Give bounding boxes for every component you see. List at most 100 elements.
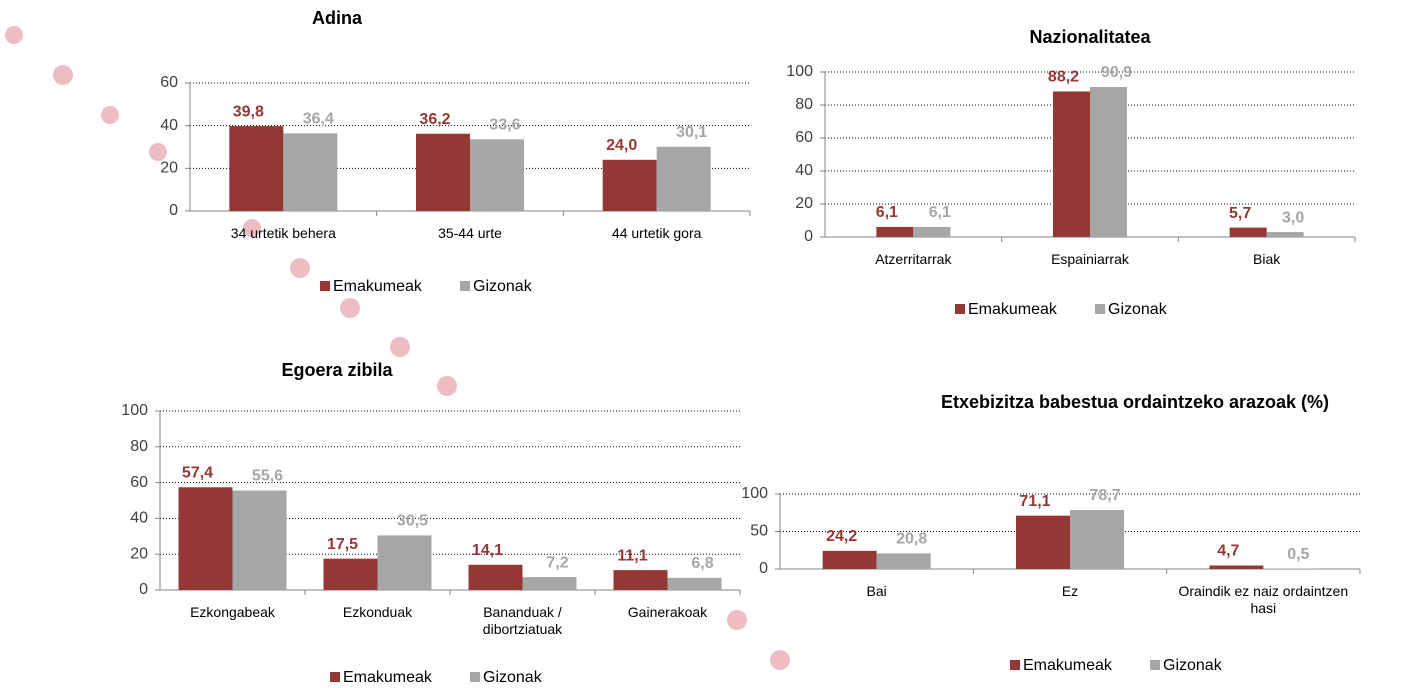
x-tick-label: Ezkonduak	[309, 604, 446, 621]
legend-label: Emakumeak	[1023, 657, 1113, 674]
data-label: 24,2	[826, 528, 857, 545]
page: 0 20 40 60 39,8 36,2 24,0 36,4 33,6 30,1 Emakumeak…	[0, 0, 1403, 688]
bar	[668, 578, 722, 590]
bar	[823, 551, 877, 569]
chart-title: Adina	[187, 4, 487, 32]
bar	[1016, 516, 1070, 569]
legend-swatch	[1150, 660, 1160, 670]
legend-label: Emakumeak	[333, 278, 423, 295]
bar	[1053, 91, 1090, 237]
bar	[614, 570, 668, 590]
x-tick-label: Biak	[1182, 251, 1351, 268]
bar	[179, 487, 233, 590]
bar	[877, 553, 931, 569]
x-tick-label: Oraindik ez naiz ordaintzen hasi	[1171, 583, 1356, 617]
y-tick-label: 100	[741, 485, 768, 502]
data-label: 17,5	[327, 536, 358, 553]
data-label: 11,1	[617, 547, 647, 564]
legend-swatch	[955, 304, 965, 314]
legend-label: Emakumeak	[343, 669, 433, 686]
bar	[603, 160, 657, 211]
bar	[1090, 87, 1127, 237]
bar	[1209, 565, 1263, 569]
data-label: 7,2	[546, 554, 568, 571]
y-tick-label: 40	[160, 117, 178, 134]
bar	[233, 490, 287, 590]
data-label: 55,6	[252, 468, 283, 485]
data-label: 14,1	[472, 542, 503, 559]
data-label: 39,8	[233, 103, 264, 120]
data-label: 36,2	[419, 111, 450, 128]
y-tick-label: 40	[795, 162, 813, 179]
x-tick-label: Ezkongabeak	[164, 604, 301, 621]
data-label: 33,6	[489, 117, 520, 134]
bar	[1230, 228, 1267, 237]
x-tick-label: Bananduak / dibortziatuak	[454, 604, 591, 638]
data-label: 30,5	[397, 513, 428, 530]
legend-swatch	[460, 281, 470, 291]
bar	[416, 134, 470, 211]
legend-label: Gizonak	[1163, 657, 1223, 674]
y-tick-label: 20	[160, 160, 178, 177]
y-tick-label: 80	[130, 438, 148, 455]
y-tick-label: 0	[759, 560, 768, 577]
data-label: 78,7	[1089, 487, 1120, 504]
data-label: 90,9	[1101, 64, 1132, 81]
legend-swatch	[470, 672, 480, 682]
bar	[876, 227, 913, 237]
legend-swatch	[320, 281, 330, 291]
y-tick-label: 100	[121, 402, 148, 419]
bar	[657, 147, 711, 211]
data-label: 6,1	[876, 204, 898, 221]
bar	[283, 133, 337, 211]
x-tick-label: Ez	[977, 583, 1162, 600]
x-tick-label: Atzerritarrak	[829, 251, 998, 268]
y-tick-label: 60	[160, 74, 178, 91]
data-label: 36,4	[303, 111, 334, 128]
y-tick-label: 50	[750, 523, 768, 540]
bar	[470, 139, 524, 211]
data-label: 4,7	[1217, 543, 1239, 560]
x-tick-label: 34 urtetik behera	[194, 225, 373, 242]
legend-label: Gizonak	[1108, 301, 1168, 318]
data-label: 88,2	[1048, 69, 1079, 86]
data-label: 20,8	[896, 531, 927, 548]
legend-label: Gizonak	[473, 278, 533, 295]
legend-swatch	[1095, 304, 1105, 314]
y-tick-label: 0	[139, 581, 148, 598]
bar	[229, 126, 283, 211]
y-tick-label: 40	[130, 510, 148, 527]
data-label: 57,4	[182, 464, 213, 481]
bar	[378, 535, 432, 590]
bar	[469, 565, 523, 590]
y-tick-label: 80	[795, 96, 813, 113]
data-label: 24,0	[606, 137, 637, 154]
x-tick-label: Bai	[784, 583, 969, 600]
x-tick-label: Espainiarrak	[1006, 251, 1175, 268]
data-label: 0,5	[1287, 546, 1309, 563]
bar	[913, 227, 950, 237]
bar	[1267, 232, 1304, 237]
legend-swatch	[1010, 660, 1020, 670]
legend-label: Emakumeak	[968, 301, 1058, 318]
y-tick-label: 0	[169, 202, 178, 219]
y-tick-label: 60	[130, 474, 148, 491]
data-label: 30,1	[676, 124, 707, 141]
y-tick-label: 100	[786, 63, 813, 80]
y-tick-label: 60	[795, 129, 813, 146]
data-label: 3,0	[1282, 209, 1304, 226]
bar	[523, 577, 577, 590]
legend-label: Gizonak	[483, 669, 543, 686]
bar	[1070, 510, 1124, 569]
data-label: 5,7	[1229, 205, 1251, 222]
bar	[324, 559, 378, 590]
x-tick-label: 35-44 urte	[381, 225, 560, 242]
chart-title: Etxebizitza babestua ordaintzeko arazoak…	[865, 388, 1403, 416]
y-tick-label: 20	[130, 545, 148, 562]
y-tick-label: 20	[795, 195, 813, 212]
data-label: 6,8	[691, 555, 713, 572]
data-label: 6,1	[929, 204, 951, 221]
y-tick-label: 0	[804, 228, 813, 245]
x-tick-label: 44 urtetik gora	[567, 225, 746, 242]
chart-title: Nazionalitatea	[940, 23, 1240, 51]
